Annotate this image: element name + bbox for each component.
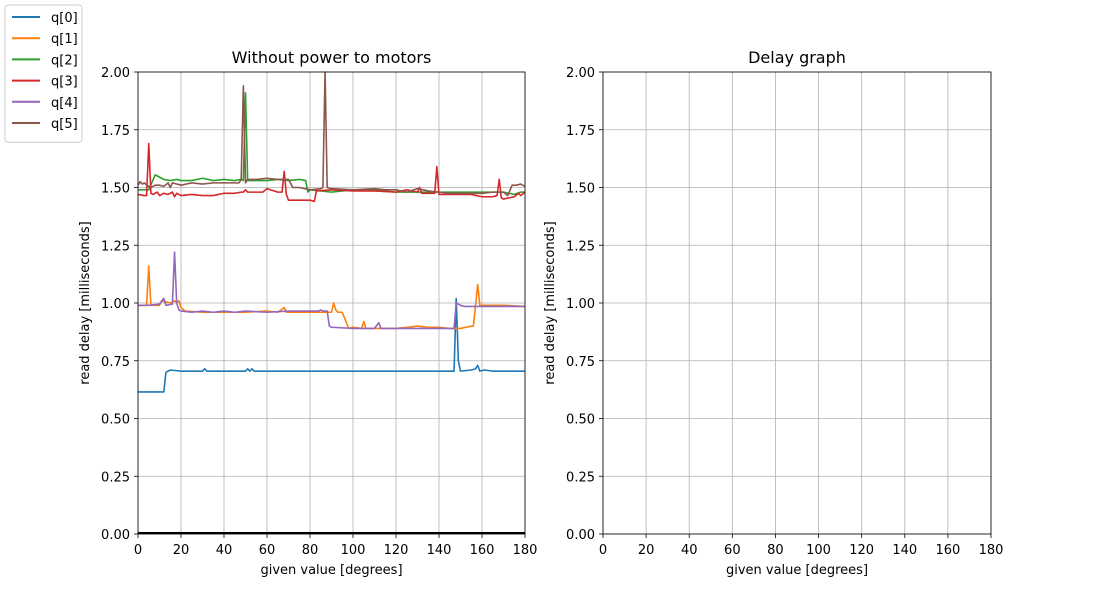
x-tick-label: 80	[767, 543, 784, 558]
x-tick-label: 180	[513, 543, 538, 558]
chart-title: Without power to motors	[232, 48, 432, 67]
x-tick-label: 120	[849, 543, 874, 558]
legend-label: q[3]	[51, 75, 78, 90]
legend-label: q[2]	[51, 53, 78, 68]
legend-label: q[4]	[51, 96, 78, 111]
y-tick-label: 1.75	[101, 124, 130, 139]
legend: q[0] q[1] q[2] q[3] q[4] q[5]	[4, 4, 83, 143]
y-tick-label: 0.50	[101, 413, 130, 428]
y-tick-label: 2.00	[101, 66, 130, 81]
y-tick-label: 2.00	[566, 66, 595, 81]
y-tick-label: 1.00	[101, 297, 130, 312]
x-tick-label: 0	[134, 543, 142, 558]
y-tick-label: 0.75	[101, 355, 130, 370]
legend-box	[4, 4, 83, 143]
legend-label: q[1]	[51, 32, 78, 47]
x-tick-label: 60	[259, 543, 276, 558]
x-tick-label: 160	[935, 543, 960, 558]
x-tick-label: 20	[638, 543, 655, 558]
chart-title: Delay graph	[748, 48, 846, 67]
x-tick-label: 0	[599, 543, 607, 558]
series-line-q5	[138, 71, 525, 197]
x-tick-label: 140	[427, 543, 452, 558]
y-axis-label: read delay [milliseconds]	[78, 221, 93, 384]
x-tick-label: 40	[216, 543, 233, 558]
y-axis-label: read delay [milliseconds]	[543, 221, 558, 384]
x-tick-label: 160	[470, 543, 495, 558]
x-tick-label: 180	[979, 543, 1004, 558]
series-line-q1	[138, 265, 525, 330]
y-tick-label: 0.50	[566, 413, 595, 428]
legend-label: q[0]	[51, 11, 78, 26]
y-tick-label: 1.00	[566, 297, 595, 312]
x-axis-label: given value [degrees]	[726, 563, 868, 578]
x-tick-label: 60	[724, 543, 741, 558]
y-tick-label: 0.00	[101, 528, 130, 543]
x-tick-label: 40	[681, 543, 698, 558]
y-tick-label: 0.25	[566, 470, 595, 485]
y-tick-label: 1.50	[101, 182, 130, 197]
chart-panel-without-power: 0 20 40 60 80 100 120 140 160 180 0.00 0.25 0.50 0.75…	[78, 48, 537, 578]
x-tick-label: 140	[892, 543, 917, 558]
y-tick-label: 1.50	[566, 182, 595, 197]
x-tick-label: 120	[384, 543, 409, 558]
y-tick-label: 0.25	[101, 470, 130, 485]
x-tick-label: 20	[173, 543, 190, 558]
x-axis-label: given value [degrees]	[260, 563, 402, 578]
series-line-q0	[138, 297, 525, 393]
y-tick-label: 1.25	[101, 239, 130, 254]
y-tick-label: 1.25	[566, 239, 595, 254]
series-line-q4	[138, 251, 525, 330]
y-tick-label: 0.00	[566, 528, 595, 543]
x-tick-label: 100	[806, 543, 831, 558]
y-tick-label: 0.75	[566, 355, 595, 370]
series-line-q3	[138, 142, 525, 203]
x-tick-label: 100	[341, 543, 366, 558]
y-tick-label: 1.75	[566, 124, 595, 139]
chart-panel-delay-graph: 0 20 40 60 80 100 120 140 160 180 0.00 0.25 0.50 0.75…	[543, 48, 1003, 578]
x-tick-label: 80	[302, 543, 319, 558]
series-layer	[138, 71, 525, 393]
legend-label: q[5]	[51, 117, 78, 132]
